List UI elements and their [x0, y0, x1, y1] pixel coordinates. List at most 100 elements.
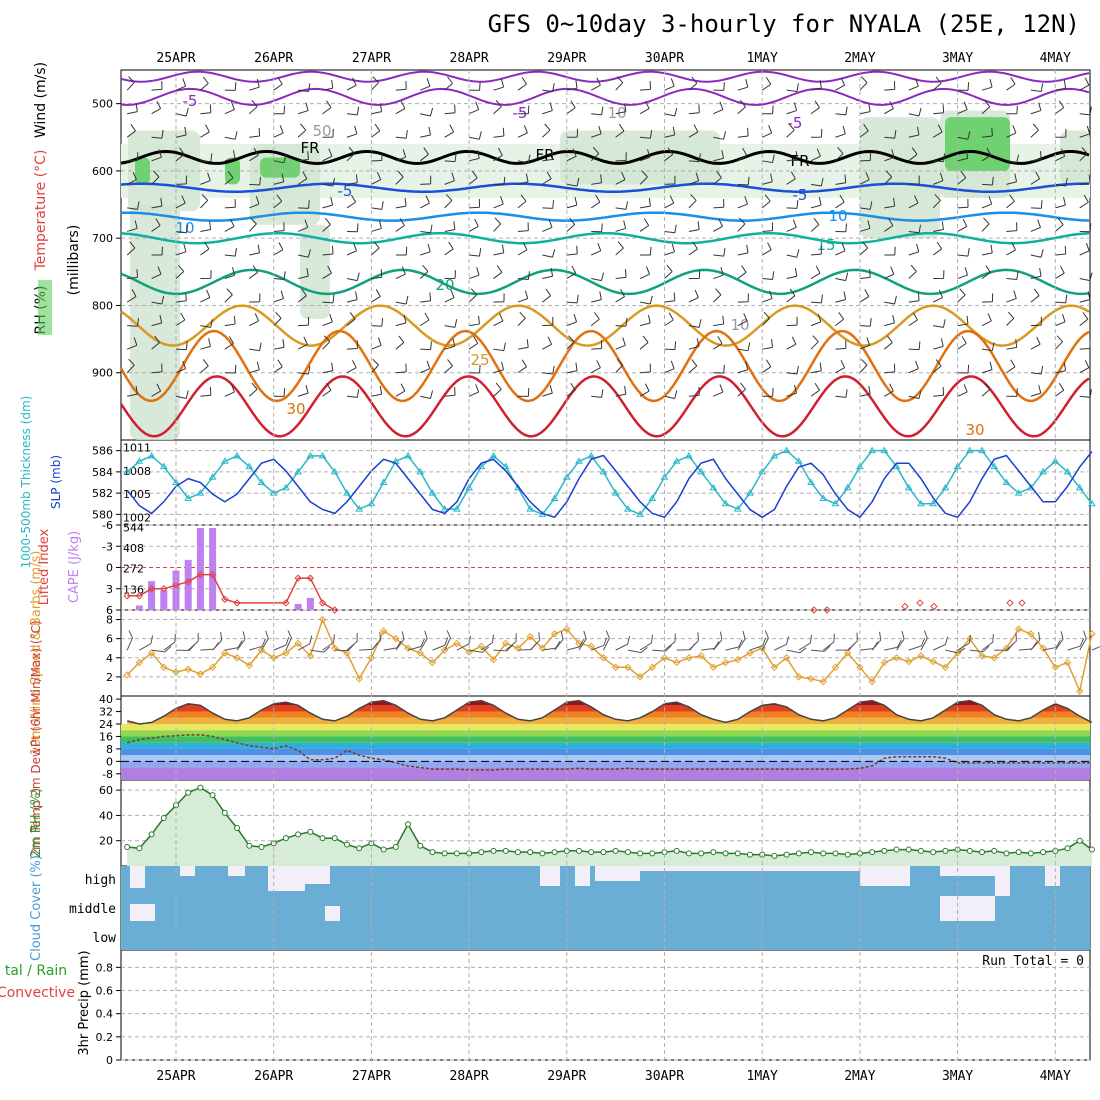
- precip-tick-label: 0.4: [96, 1008, 114, 1021]
- cloud-gap: [228, 866, 245, 876]
- contour-label: 10: [175, 219, 194, 237]
- wind-barb: [908, 360, 919, 374]
- wind-barb: [786, 316, 798, 327]
- wind-barb: [224, 336, 234, 350]
- wind-barb: [395, 149, 407, 162]
- wind-barb: [542, 83, 555, 93]
- wind-barb: [126, 289, 137, 303]
- wind-barb: [273, 125, 284, 138]
- wind-barb: [175, 264, 185, 279]
- rh2m-point: [551, 849, 558, 856]
- wind-barb: [1055, 265, 1065, 279]
- wind-barb: [224, 384, 235, 397]
- wind-barb: [786, 268, 798, 280]
- wind-barb: [200, 270, 212, 280]
- wind-barb: [542, 102, 553, 115]
- wind-barb: [395, 383, 406, 397]
- wind10m-barb: [712, 631, 723, 651]
- wind-barb: [810, 382, 820, 397]
- thickness-point: [343, 489, 351, 496]
- wind-barb: [786, 249, 800, 258]
- wind-barb: [566, 294, 579, 304]
- wind-barb: [444, 172, 455, 185]
- wind-barb: [713, 218, 723, 232]
- wind-barb: [688, 194, 697, 209]
- wind10m-barb: [969, 645, 990, 653]
- wind-barb: [542, 171, 552, 185]
- wind-barb: [127, 385, 138, 397]
- wind10m-barb: [1067, 638, 1084, 651]
- wind10m-point: [428, 658, 437, 667]
- wind-barb: [1030, 171, 1041, 185]
- wind-barb: [346, 223, 359, 233]
- wind-barb: [884, 218, 894, 232]
- wind10m-point: [343, 649, 351, 657]
- wind-barb: [151, 130, 164, 139]
- wind-barb: [322, 335, 331, 350]
- rh2m-point: [930, 849, 937, 856]
- wind-barb: [1055, 313, 1066, 327]
- wind10m-point: [685, 654, 693, 662]
- precip-panel: 0 0.2 0.4 0.6 0.8 Run Total = 0 3hr Precip (mm…: [0, 950, 1090, 1067]
- rh2m-point: [160, 814, 167, 821]
- wind10m-barb: [481, 634, 494, 651]
- rh2m-point: [820, 850, 827, 857]
- wind-barb: [175, 195, 186, 209]
- wind-barb: [664, 126, 676, 138]
- date-label-top: 30APR: [645, 51, 684, 66]
- wind10m-barb: [688, 632, 699, 651]
- temp-tick-label: 16: [99, 730, 113, 743]
- wind-barb: [1054, 217, 1064, 232]
- wind-barb: [1030, 288, 1040, 303]
- temp2m-line: [127, 699, 1093, 725]
- date-label-top: 2MAY: [844, 51, 875, 66]
- wind10m-barb: [932, 636, 949, 651]
- wind10m-barb: [1054, 631, 1064, 651]
- wind10m-barb: [652, 644, 672, 652]
- wind10m-barb: [871, 631, 882, 651]
- wind-barb: [884, 197, 896, 209]
- thickness-point: [746, 489, 754, 496]
- wind-barb: [322, 265, 332, 279]
- wind-barb: [713, 384, 724, 397]
- cloud-gap: [325, 906, 340, 921]
- wind-tick-label: 8: [106, 614, 113, 627]
- wind10m-point: [831, 663, 840, 672]
- wind-barb: [273, 242, 284, 256]
- rh2m-area: [127, 787, 1092, 866]
- contour-10: [121, 211, 1090, 222]
- wind10m-point: [587, 642, 595, 651]
- wind-barb: [1054, 335, 1063, 350]
- wind-barb: [639, 314, 651, 327]
- rh2m-point: [795, 850, 802, 857]
- wind-barb: [322, 362, 334, 374]
- wind-barb: [908, 107, 922, 117]
- wind-barb: [517, 105, 530, 115]
- rh2m-point: [942, 847, 949, 854]
- rh2m-point: [783, 851, 790, 858]
- contour-label: -5: [788, 114, 803, 132]
- ylabel-lifted-index: Lifted Index: [37, 528, 52, 605]
- wind-barb: [713, 267, 724, 280]
- wind-barb: [1079, 272, 1093, 282]
- wind-barb: [126, 337, 138, 350]
- lifted-index-point: [901, 602, 909, 611]
- wind-barb: [1079, 125, 1091, 138]
- wind-barb: [981, 100, 991, 115]
- rh-tick-label: 60: [99, 784, 113, 797]
- cape-bar: [135, 605, 143, 610]
- wind-barb: [664, 224, 677, 234]
- wind-barb: [664, 264, 673, 279]
- wind-barb: [810, 100, 820, 115]
- rh-shade: [1060, 130, 1090, 185]
- wind-barb: [200, 338, 211, 350]
- wind-barb: [468, 218, 479, 232]
- wind-barb: [1079, 242, 1090, 256]
- wind-barb: [884, 383, 894, 397]
- wind10m-barb: [737, 630, 746, 651]
- wind10m-barb: [1030, 631, 1041, 651]
- wind-tick-label: 4: [106, 652, 113, 665]
- axis-labels: 25APR 25APR 26APR 26APR 27APR 27APR 28APR 28APR…: [156, 51, 1071, 1084]
- rh2m-point: [600, 849, 607, 856]
- wind-barb: [493, 342, 506, 352]
